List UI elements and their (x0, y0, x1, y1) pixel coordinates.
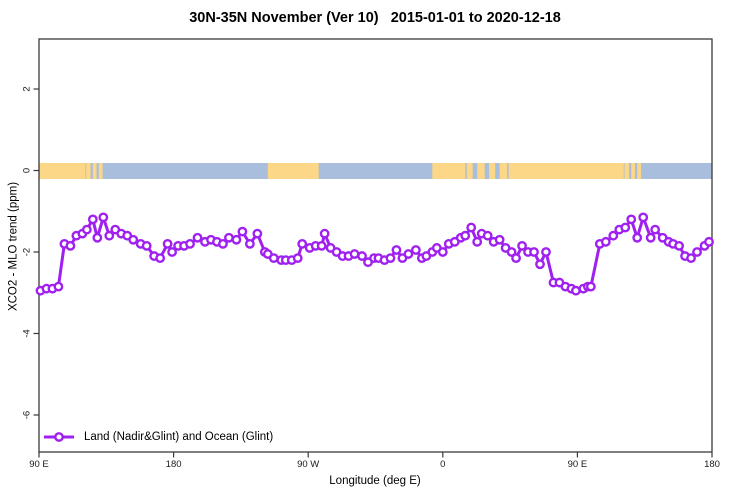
data-point (319, 228, 330, 239)
data-point (650, 224, 661, 235)
data-point (237, 226, 248, 237)
map-strip-land-segment (499, 163, 508, 179)
x-tick-label: 0 (440, 459, 445, 470)
data-point (460, 230, 471, 241)
map-strip-land-segment (267, 163, 319, 179)
data-point (482, 230, 493, 241)
data-point (81, 224, 92, 235)
data-point (704, 236, 714, 247)
data-point (600, 236, 611, 247)
data-point (517, 240, 527, 251)
data-point (104, 230, 115, 241)
x-tick-label: 90 E (568, 459, 588, 470)
x-tick-label: 90 W (297, 459, 319, 470)
data-point (466, 222, 477, 233)
data-point (192, 232, 203, 243)
y-tick-label: -2 (21, 248, 32, 256)
data-point (231, 234, 242, 245)
map-strip-land-segment (39, 163, 86, 179)
data-point (244, 238, 255, 249)
data-point (511, 253, 521, 264)
legend-marker-icon (44, 432, 74, 442)
data-point (674, 240, 684, 251)
data-point (53, 281, 64, 292)
y-tick-label: -4 (21, 329, 32, 337)
map-strip-land-segment (466, 163, 473, 179)
data-point (494, 234, 505, 245)
legend: Land (Nadir&Glint) and Ocean (Glint) (42, 429, 273, 445)
data-point (349, 249, 360, 259)
data-point (218, 238, 228, 249)
x-tick-label: 180 (704, 459, 720, 470)
data-point (92, 232, 103, 243)
y-tick-label: 2 (21, 86, 32, 91)
map-strip-land-segment (631, 163, 635, 179)
data-point (128, 234, 139, 245)
data-point (185, 238, 195, 249)
map-strip-land-segment (477, 163, 485, 179)
legend-label: Land (Nadir&Glint) and Ocean (Glint) (84, 431, 274, 443)
map-strip-land-segment (86, 163, 91, 179)
data-point (626, 214, 637, 225)
data-point (686, 253, 696, 264)
data-point (620, 222, 631, 233)
data-point (437, 247, 448, 257)
data-point (645, 232, 656, 243)
map-strip-land-segment (489, 163, 496, 179)
data-point (529, 247, 539, 257)
data-point (638, 212, 649, 223)
data-point (155, 253, 166, 264)
data-point (252, 228, 263, 239)
data-point (292, 253, 303, 264)
y-tick-label: 0 (21, 168, 32, 173)
data-point (410, 245, 421, 255)
data-point (391, 245, 402, 255)
map-strip-land-segment (624, 163, 629, 179)
data-point (506, 247, 517, 257)
data-point (632, 232, 643, 243)
data-point (162, 238, 173, 249)
data-point (268, 253, 279, 264)
data-point (357, 251, 367, 261)
data-point (608, 230, 619, 241)
data-point (87, 214, 98, 225)
data-point (385, 253, 396, 264)
data-point (297, 238, 308, 249)
data-point (167, 247, 178, 257)
data-point (224, 232, 234, 243)
data-point (403, 249, 414, 259)
y-axis-label: XCO2 - MLO trend (ppm) (7, 181, 20, 312)
data-point (472, 236, 483, 247)
map-strip-land-segment (637, 163, 641, 179)
data-point (141, 240, 152, 251)
map-strip-land-segment (92, 163, 97, 179)
x-tick-label: 90 E (29, 459, 49, 470)
map-strip-land-segment (508, 163, 624, 179)
data-point (65, 240, 76, 251)
map-strip-land-segment (432, 163, 466, 179)
data-point (98, 212, 109, 223)
legend-circle (54, 432, 64, 442)
data-point (571, 285, 581, 296)
data-point (316, 240, 327, 251)
data-point (535, 259, 545, 270)
map-strip-land-segment (98, 163, 103, 179)
data-point (585, 281, 596, 292)
x-tick-label: 180 (166, 459, 182, 470)
data-point (541, 247, 551, 257)
data-point (692, 247, 702, 257)
chart-title: 30N-35N November (Ver 10) 2015-01-01 to … (189, 10, 561, 26)
x-axis-label: Longitude (deg E) (329, 475, 421, 487)
y-tick-label: -6 (21, 411, 32, 419)
